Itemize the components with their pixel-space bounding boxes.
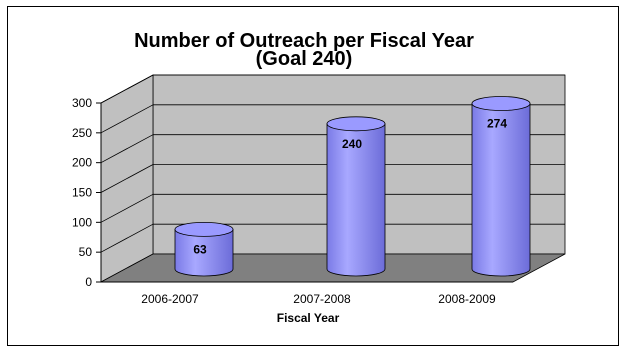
x-tick-label: 2008-2009 bbox=[438, 292, 496, 306]
y-axis-ticks: 0 50 100 150 200 250 300 bbox=[72, 96, 101, 289]
gridline-side bbox=[100, 193, 154, 223]
bar-top bbox=[471, 96, 531, 111]
bar-top bbox=[174, 222, 234, 237]
bar-body bbox=[326, 123, 386, 277]
y-tick-label: 150 bbox=[72, 186, 92, 200]
gridline-side bbox=[100, 104, 154, 134]
y-tick-label: 0 bbox=[85, 275, 92, 289]
y-tick-label: 300 bbox=[72, 96, 92, 110]
bar-top bbox=[326, 116, 386, 132]
bar-body bbox=[471, 103, 531, 277]
chart-svg: Number of Outreach per Fiscal Year (Goal… bbox=[72, 30, 566, 325]
y-tick-label: 250 bbox=[72, 126, 92, 140]
bar-data-label: 63 bbox=[193, 242, 207, 256]
bar-body bbox=[174, 229, 234, 277]
gridline-side bbox=[100, 223, 154, 253]
x-tick-label: 2006-2007 bbox=[141, 292, 199, 306]
chart-title: Number of Outreach per Fiscal Year bbox=[134, 30, 474, 52]
bar: 274 bbox=[471, 96, 531, 277]
gridline-side bbox=[100, 134, 154, 164]
x-axis-label: Fiscal Year bbox=[277, 311, 340, 325]
gridline-side bbox=[100, 164, 154, 193]
y-tick-label: 100 bbox=[72, 215, 92, 229]
x-axis-ticks: 2006-2007 2007-2008 2008-2009 bbox=[101, 281, 513, 306]
y-tick-label: 200 bbox=[72, 156, 92, 170]
bar-data-label: 274 bbox=[487, 117, 507, 131]
chart-container: Number of Outreach per Fiscal Year (Goal… bbox=[7, 6, 619, 346]
bar-data-label: 240 bbox=[342, 137, 362, 151]
chart-subtitle: (Goal 240) bbox=[256, 48, 353, 70]
y-tick-label: 50 bbox=[79, 245, 93, 259]
bar: 63 bbox=[174, 222, 234, 277]
x-tick-label: 2007-2008 bbox=[293, 292, 351, 306]
bar: 240 bbox=[326, 116, 386, 277]
bars: 63 240 274 bbox=[174, 96, 531, 277]
gridline-side bbox=[100, 74, 154, 104]
